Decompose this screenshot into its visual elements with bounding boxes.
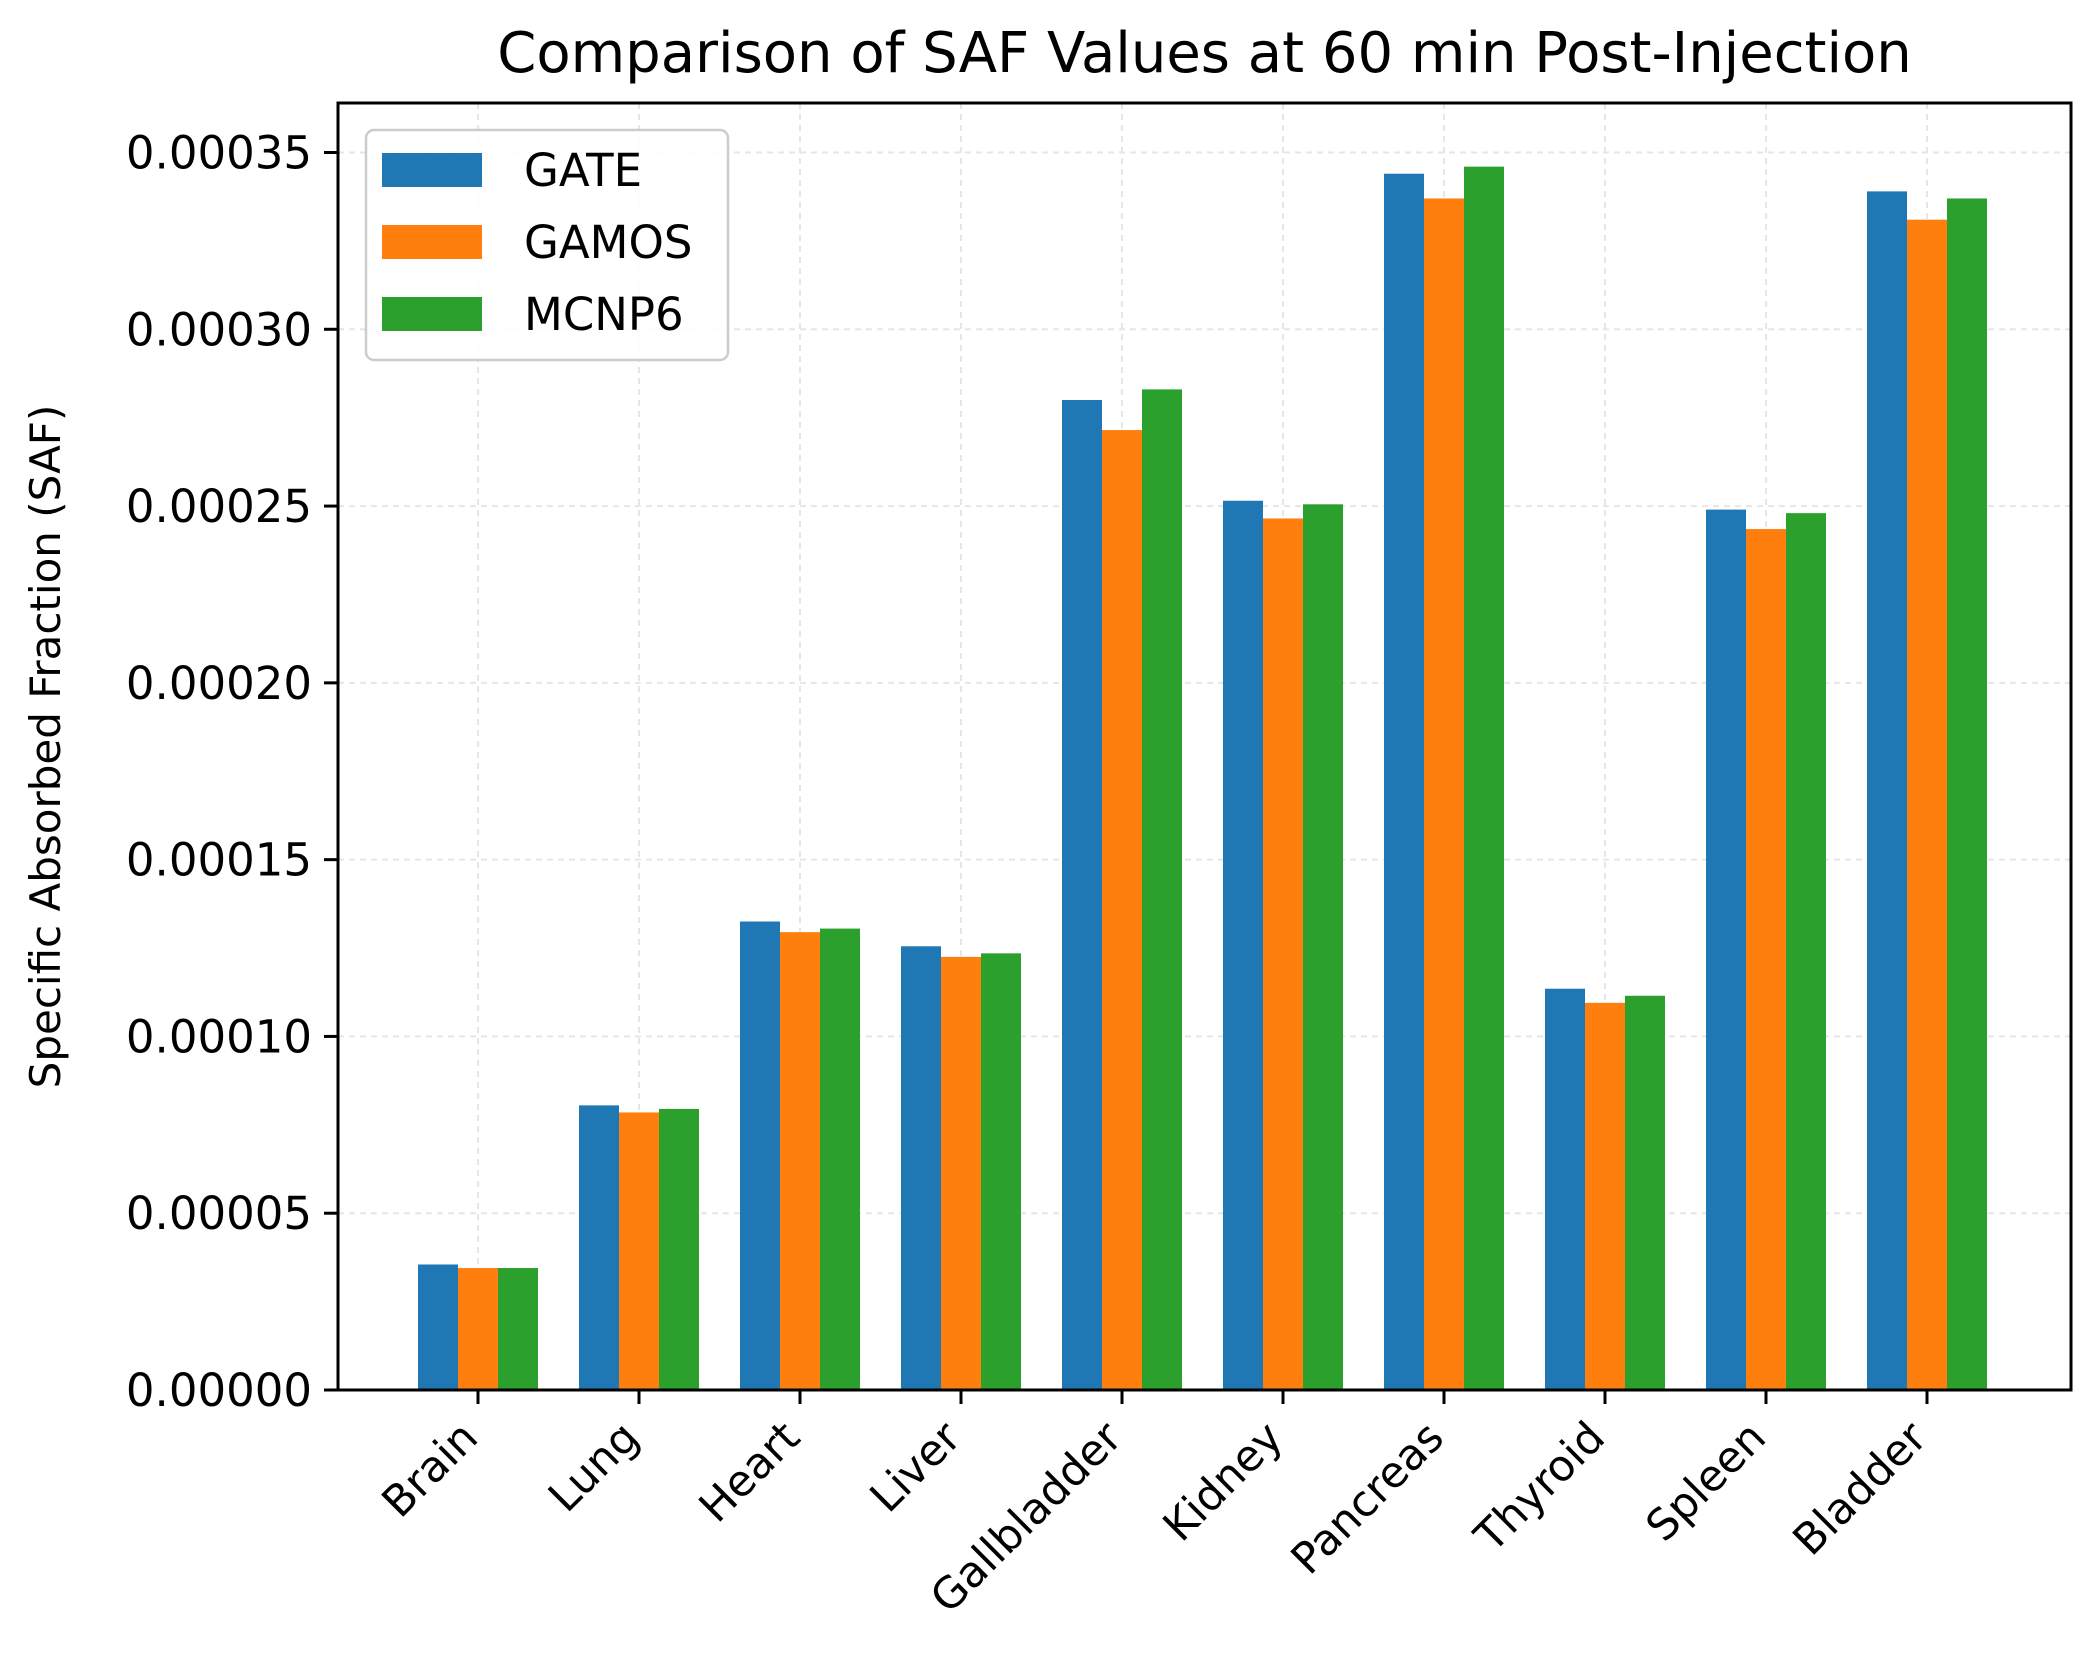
- y-tick-label: 0.00020: [126, 657, 312, 710]
- y-axis-ticks: 0.00000 0.00005 0.00010 0.00015 0.00020 0.000…: [126, 127, 338, 1417]
- bar-gate-liver: [901, 946, 941, 1390]
- bar-mcnp6-heart: [820, 928, 860, 1390]
- bar-gate-lung: [579, 1105, 619, 1390]
- bar-gate-gallbladder: [1062, 400, 1102, 1390]
- bar-gamos-liver: [941, 956, 981, 1390]
- bars-layer: [418, 166, 1987, 1391]
- bar-mcnp6-thyroid: [1625, 995, 1665, 1390]
- bar-mcnp6-pancreas: [1464, 166, 1504, 1391]
- y-tick-label: 0.00015: [126, 834, 312, 887]
- legend-label-gate: GATE: [524, 144, 642, 197]
- legend-label-gamos: GAMOS: [524, 216, 692, 269]
- legend-swatch-gamos: [382, 225, 482, 259]
- y-tick-label: 0.00030: [126, 303, 312, 356]
- y-tick-label: 0.00000: [126, 1364, 312, 1417]
- bar-gate-bladder: [1867, 191, 1907, 1391]
- bar-gamos-kidney: [1263, 518, 1303, 1390]
- chart-title: Comparison of SAF Values at 60 min Post-…: [497, 21, 1912, 86]
- bar-gamos-lung: [619, 1112, 659, 1390]
- bar-gamos-spleen: [1746, 529, 1786, 1390]
- bar-gate-thyroid: [1545, 988, 1585, 1390]
- legend-swatch-mcnp6: [382, 297, 482, 331]
- bar-mcnp6-bladder: [1947, 198, 1987, 1391]
- bar-mcnp6-brain: [498, 1268, 538, 1390]
- bar-gamos-brain: [458, 1268, 498, 1390]
- bar-gamos-heart: [780, 932, 820, 1390]
- bar-mcnp6-spleen: [1786, 513, 1826, 1390]
- y-tick-label: 0.00010: [126, 1010, 312, 1063]
- bar-mcnp6-liver: [981, 953, 1021, 1390]
- bar-mcnp6-lung: [659, 1108, 699, 1390]
- legend-swatch-gate: [382, 153, 482, 187]
- bar-gamos-bladder: [1907, 219, 1947, 1390]
- y-tick-label: 0.00025: [126, 480, 312, 533]
- bar-gate-brain: [418, 1264, 458, 1390]
- y-tick-label: 0.00005: [126, 1187, 312, 1240]
- legend: GATE GAMOS MCNP6: [364, 128, 730, 362]
- bar-gamos-gallbladder: [1102, 430, 1142, 1390]
- bar-mcnp6-gallbladder: [1142, 389, 1182, 1391]
- legend-label-mcnp6: MCNP6: [524, 288, 684, 341]
- bar-gamos-thyroid: [1585, 1002, 1625, 1390]
- bar-gate-spleen: [1706, 509, 1746, 1390]
- bar-gamos-pancreas: [1424, 198, 1464, 1391]
- bar-gate-kidney: [1223, 500, 1263, 1391]
- axes-frame: [336, 101, 2073, 1392]
- bar-gate-heart: [740, 921, 780, 1390]
- y-tick-label: 0.00035: [126, 127, 312, 180]
- bar-gate-pancreas: [1384, 173, 1424, 1391]
- bar-mcnp6-kidney: [1303, 504, 1343, 1390]
- y-axis-label: Specific Absorbed Fraction (SAF): [21, 405, 70, 1089]
